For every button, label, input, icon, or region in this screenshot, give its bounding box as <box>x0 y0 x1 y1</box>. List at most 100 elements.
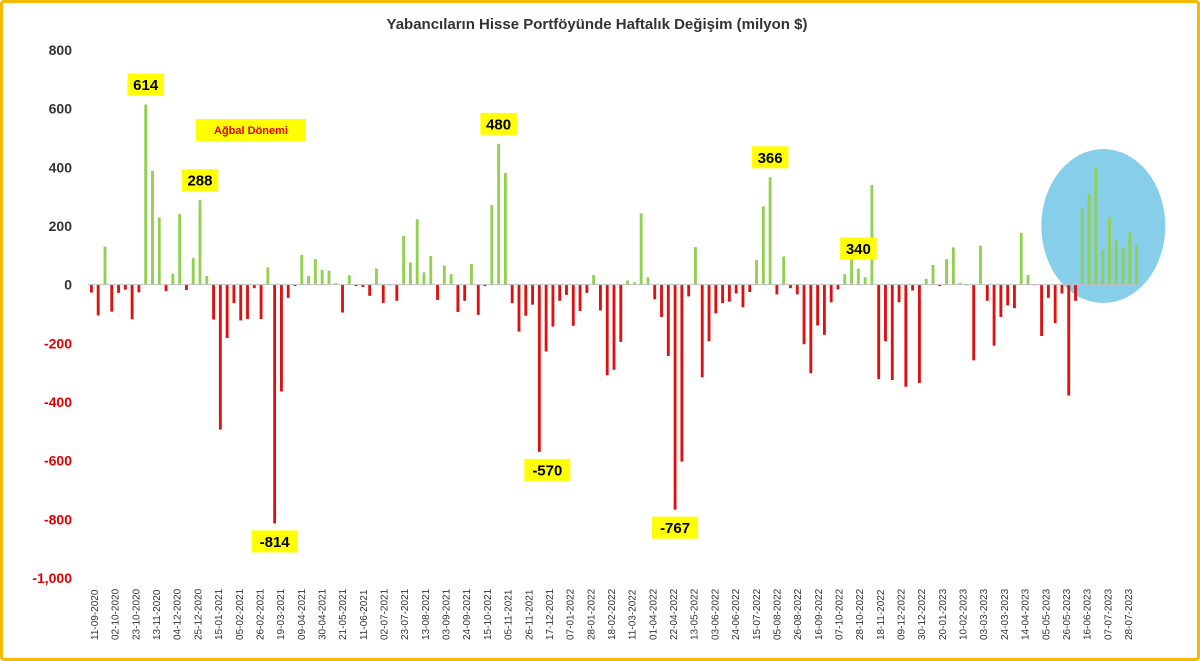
data-label-text: 288 <box>187 173 212 190</box>
bar <box>639 213 643 285</box>
period-annotation-text: Ağbal Dönemi <box>214 125 288 137</box>
bar <box>429 255 433 285</box>
bar <box>449 274 453 285</box>
bar <box>571 284 575 326</box>
bar <box>436 284 439 300</box>
bar <box>626 280 629 285</box>
x-tick-label: 04-12-2020 <box>173 588 184 640</box>
bar <box>809 284 813 374</box>
data-label: 480 <box>480 112 517 135</box>
y-tick-label: 200 <box>49 218 73 234</box>
bar <box>476 284 480 315</box>
bar <box>1019 232 1023 285</box>
data-label-box <box>181 169 219 192</box>
bar <box>605 284 609 376</box>
bar <box>856 268 860 285</box>
bar <box>1108 217 1111 285</box>
x-tick-label: 01-04-2022 <box>648 588 659 640</box>
data-label: -570 <box>524 458 571 481</box>
x-tick-label: 03-06-2022 <box>710 588 721 640</box>
data-label-box <box>251 530 298 553</box>
x-tick-label: 05-02-2021 <box>235 588 246 640</box>
x-tick-label: 30-04-2021 <box>317 588 328 640</box>
bar <box>673 284 677 510</box>
bar <box>347 275 351 285</box>
bar <box>721 284 725 304</box>
bar <box>408 262 412 285</box>
bar <box>1080 208 1084 285</box>
bar <box>687 284 691 297</box>
bar <box>1053 284 1057 324</box>
x-tick-label: 14-04-2023 <box>1021 588 1032 640</box>
bar <box>551 284 555 327</box>
bar <box>904 284 908 387</box>
bar <box>972 284 976 361</box>
data-label-text: -814 <box>260 534 291 551</box>
bar <box>836 284 840 290</box>
bar <box>103 246 107 285</box>
bar <box>178 213 182 285</box>
bar <box>307 275 311 285</box>
data-label-text: -570 <box>532 462 562 479</box>
bar <box>1128 232 1132 285</box>
x-tick-label: 03-03-2023 <box>979 588 990 640</box>
bar <box>816 284 820 326</box>
bar <box>510 284 514 304</box>
x-tick-label: 26-08-2022 <box>793 588 804 640</box>
x-tick-label: 16-09-2022 <box>814 588 825 640</box>
bar <box>653 284 657 300</box>
x-tick-label: 11-09-2020 <box>90 589 101 640</box>
bar <box>992 284 996 346</box>
bars-layer <box>89 104 1139 524</box>
bar <box>694 247 697 285</box>
bar <box>354 284 358 287</box>
bar <box>877 284 881 380</box>
x-tick-label: 26-11-2021 <box>524 589 535 640</box>
x-tick-label: 10-02-2023 <box>959 588 970 640</box>
bar <box>524 284 528 316</box>
bar <box>897 284 901 303</box>
bar <box>286 284 290 298</box>
highlight-layer <box>1041 149 1166 303</box>
bar <box>782 256 786 285</box>
bar <box>565 284 568 295</box>
bar <box>280 284 283 392</box>
bar <box>599 284 602 311</box>
bar <box>361 284 365 288</box>
x-tick-label: 02-10-2020 <box>111 588 122 640</box>
x-tick-label: 15-07-2022 <box>752 588 763 640</box>
bar <box>924 278 928 285</box>
x-tick-label: 30-12-2022 <box>917 588 928 640</box>
bar <box>761 206 765 285</box>
bar <box>246 284 249 319</box>
bar <box>517 284 521 332</box>
bar <box>755 260 758 285</box>
period-annotation-box <box>196 119 306 141</box>
bar <box>422 272 426 285</box>
data-label-text: 366 <box>758 150 783 167</box>
bar <box>123 284 127 290</box>
x-tick-label: 11-06-2021 <box>359 589 370 640</box>
y-tick-label: -800 <box>44 511 72 527</box>
bar <box>490 205 494 285</box>
bar <box>931 265 935 285</box>
x-tick-label: 11-03-2022 <box>628 589 639 640</box>
bar <box>273 284 277 524</box>
bar <box>700 284 704 378</box>
bar <box>632 282 636 285</box>
x-axis: 11-09-2020 02-10-2020 23-10-2020 13-11-2020… <box>88 284 1140 640</box>
bar <box>741 284 745 308</box>
bar <box>917 284 921 383</box>
bar <box>415 219 419 285</box>
bar <box>334 283 338 285</box>
x-tick-label: 23-07-2021 <box>400 588 411 640</box>
bar <box>1046 284 1050 298</box>
x-tick-label: 16-06-2023 <box>1083 588 1094 640</box>
bar <box>96 284 100 316</box>
x-tick-label: 15-01-2021 <box>214 588 225 640</box>
bar <box>1094 167 1098 285</box>
bar <box>198 200 202 285</box>
bar <box>463 284 467 301</box>
x-tick-label: 28-01-2022 <box>586 588 597 640</box>
bar <box>829 284 833 303</box>
